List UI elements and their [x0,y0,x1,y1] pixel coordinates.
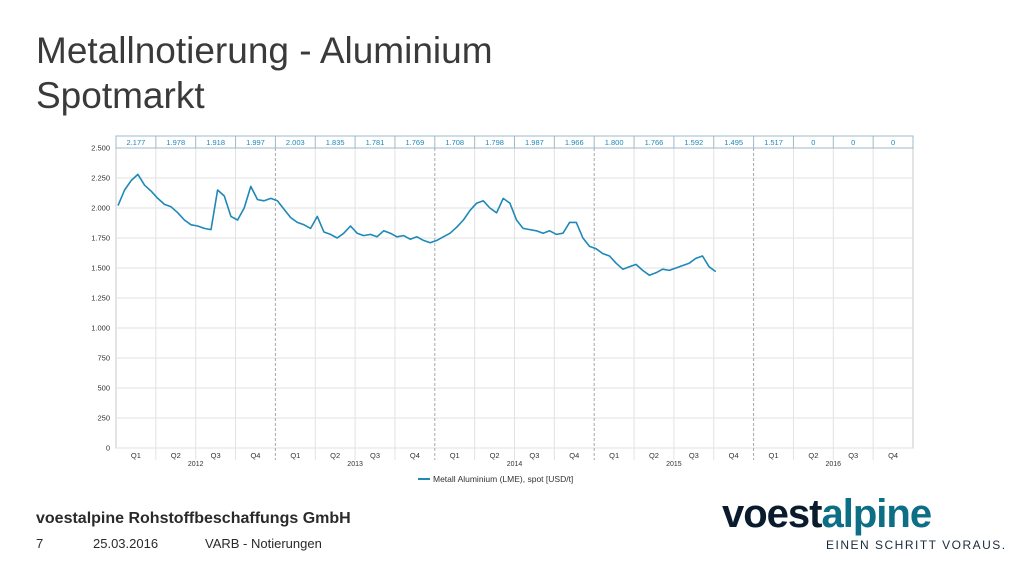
quarter-average-value: 1.708 [445,138,464,147]
x-tick-label: Q4 [250,451,260,460]
quarter-average-value: 1.978 [166,138,185,147]
year-label: 2012 [188,461,204,468]
y-tick-label: 2.000 [91,204,110,213]
series-line-aluminium [117,173,717,277]
x-tick-label: Q2 [649,451,659,460]
quarter-average-value: 1.495 [724,138,743,147]
y-tick-label: 1.750 [91,234,110,243]
quarter-average-value: 1.769 [405,138,424,147]
x-tick-label: Q4 [410,451,420,460]
legend-label: Metall Aluminium (LME), spot [USD/t] [433,474,573,484]
aluminium-price-chart: 0 250 500 750 1.000 1.250 1.500 1.750 2.000 2.250… [91,135,914,484]
y-tick-label: 1.500 [91,264,110,273]
x-tick-label: Q2 [490,451,500,460]
x-tick-label: Q1 [450,451,460,460]
y-tick-label: 0 [106,444,110,453]
quarter-average-value: 1.766 [645,138,664,147]
quarter-average-value: 1.987 [525,138,544,147]
logo-part-voest: voest [722,492,822,536]
x-tick-label: Q3 [211,451,221,460]
quarter-average-value: 1.918 [206,138,225,147]
page-number: 7 [36,536,44,551]
x-tick-label: Q1 [131,451,141,460]
x-tick-label: Q4 [888,451,898,460]
quarter-average-value: 0 [811,138,815,147]
y-tick-label: 750 [97,354,110,363]
x-tick-label: Q3 [689,451,699,460]
quarter-average-value: 0 [891,138,895,147]
logo-part-alpine: alpine [821,492,933,536]
x-tick-label: Q4 [569,451,579,460]
y-tick-label: 1.250 [91,294,110,303]
quarter-average-value: 1.781 [366,138,385,147]
quarter-average-value: 1.997 [246,138,265,147]
quarter-average-value: 1.800 [605,138,624,147]
slide-title: Metallnotierung - Aluminium Spotmarkt [36,28,493,118]
x-tick-label: Q2 [330,451,340,460]
year-label: 2013 [347,461,363,468]
x-tick-label: Q3 [370,451,380,460]
y-tick-label: 1.000 [91,324,110,333]
quarter-average-value: 1.798 [485,138,504,147]
x-tick-label: Q2 [171,451,181,460]
slide-date: 25.03.2016 [93,536,159,551]
quarter-average-value: 2.003 [286,138,305,147]
x-tick-label: Q1 [609,451,619,460]
y-tick-label: 2.250 [91,174,110,183]
x-tick-label: Q1 [769,451,779,460]
y-tick-label: 250 [97,414,110,423]
x-tick-label: Q2 [808,451,818,460]
year-label: 2014 [507,461,523,468]
slide-title-line2: Spotmarkt [36,75,205,116]
quarter-average-value: 1.966 [565,138,584,147]
section-name: VARB - Notierungen [205,536,322,551]
x-tick-label: Q3 [529,451,539,460]
year-label: 2015 [666,461,682,468]
quarter-average-value: 0 [851,138,855,147]
voestalpine-logo: voestalpine [722,492,933,536]
company-name: voestalpine Rohstoffbeschaffungs GmbH [36,510,351,527]
y-tick-label: 2.500 [91,144,110,153]
year-label: 2016 [826,461,842,468]
x-tick-label: Q1 [290,451,300,460]
quarter-average-value: 2.177 [127,138,146,147]
quarter-average-value: 1.592 [684,138,703,147]
quarter-average-value: 1.835 [326,138,345,147]
x-tick-label: Q4 [729,451,739,460]
slide-title-line1: Metallnotierung - Aluminium [36,30,493,71]
quarter-average-value: 1.517 [764,138,783,147]
y-tick-label: 500 [97,384,110,393]
logo-tagline: EINEN SCHRITT VORAUS. [826,538,1007,552]
x-tick-label: Q3 [848,451,858,460]
